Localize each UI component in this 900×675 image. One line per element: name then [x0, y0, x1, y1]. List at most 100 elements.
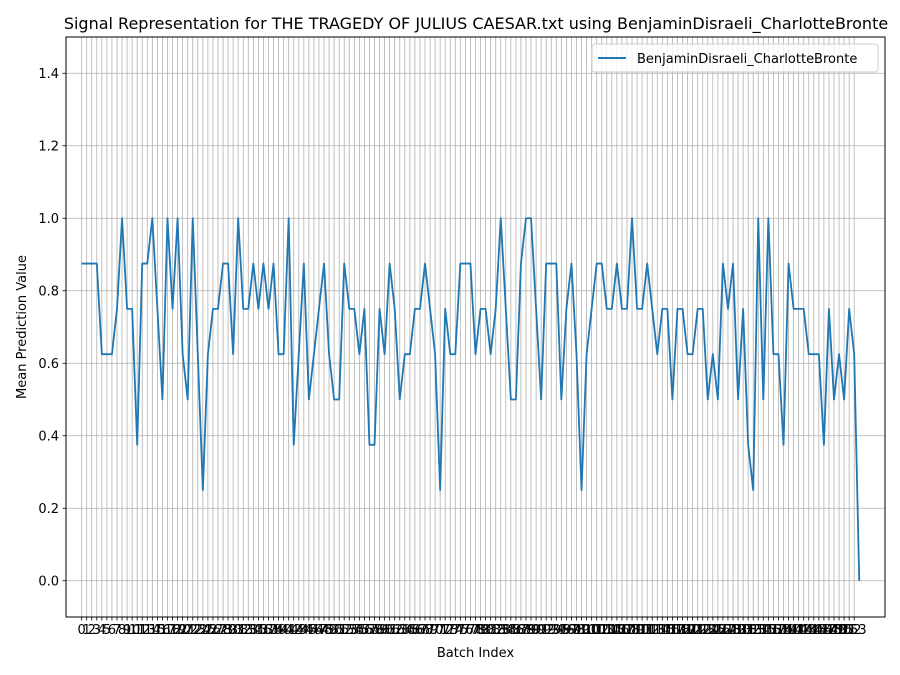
x-tick-label: 94: [548, 623, 565, 638]
x-tick-label: 85: [503, 623, 520, 638]
x-tick-label: 142: [786, 623, 811, 638]
x-tick-label: 131: [731, 623, 756, 638]
x-tick-label: 84: [498, 623, 515, 638]
x-tick-label: 18: [164, 623, 181, 638]
x-tick-label: 83: [492, 623, 509, 638]
x-tick-label: 70: [427, 623, 444, 638]
x-tick-label: 4: [98, 623, 106, 638]
x-tick-label: 138: [766, 623, 791, 638]
x-tick-label: 56: [356, 623, 373, 638]
x-tick-label: 105: [599, 623, 624, 638]
series-layer: [81, 217, 861, 581]
x-tick-label: 137: [761, 623, 786, 638]
x-tick-label: 76: [457, 623, 474, 638]
x-tick-label: 0: [78, 623, 86, 638]
y-tick-label: 0.8: [38, 284, 59, 299]
x-tick-label: 28: [215, 623, 232, 638]
x-tick-label: 136: [756, 623, 781, 638]
x-tick-label: 103: [589, 623, 614, 638]
x-tick-label: 115: [650, 623, 675, 638]
x-tick-label: 122: [685, 623, 710, 638]
x-tick-label: 57: [361, 623, 378, 638]
x-tick-label: 108: [615, 623, 640, 638]
x-tick-label: 47: [311, 623, 328, 638]
x-tick-label: 24: [195, 623, 212, 638]
y-gridlines: [66, 72, 885, 582]
x-tick-label: 89: [523, 623, 540, 638]
x-tick-label: 109: [620, 623, 645, 638]
x-tick-label: 78: [467, 623, 484, 638]
series-line: [81, 217, 861, 581]
x-tick-label: 37: [260, 623, 277, 638]
x-tick-label: 149: [822, 623, 847, 638]
x-tick-label: 82: [487, 623, 504, 638]
x-tick-label: 134: [746, 623, 771, 638]
x-tick-label: 35: [250, 623, 267, 638]
x-tick-label: 69: [422, 623, 439, 638]
x-tick-label: 51: [331, 623, 348, 638]
y-axis-ticks: 0.0 0.2 0.4 0.6 0.8 1.0 1.2 1.4: [38, 67, 66, 589]
x-tick-label: 22: [184, 623, 201, 638]
y-tick-label: 0.4: [38, 429, 59, 444]
x-tick-label: 33: [240, 623, 257, 638]
x-tick-label: 88: [518, 623, 535, 638]
x-tick-label: 125: [700, 623, 725, 638]
x-tick-label: 101: [579, 623, 604, 638]
x-tick-label: 12: [134, 623, 151, 638]
x-tick-label: 40: [275, 623, 292, 638]
x-tick-label: 132: [736, 623, 761, 638]
x-tick-label: 52: [336, 623, 353, 638]
x-tick-label: 75: [452, 623, 469, 638]
x-tick-label: 1: [83, 623, 91, 638]
x-tick-label: 90: [528, 623, 545, 638]
x-tick-label: 95: [553, 623, 570, 638]
y-tick-label: 0.6: [38, 357, 59, 372]
x-tick-label: 30: [225, 623, 242, 638]
x-tick-label: 116: [655, 623, 680, 638]
x-tick-label: 13: [139, 623, 156, 638]
x-tick-label: 79: [472, 623, 489, 638]
x-tick-label: 5: [103, 623, 111, 638]
x-tick-label: 129: [721, 623, 746, 638]
x-tick-label: 67: [412, 623, 429, 638]
x-tick-label: 141: [781, 623, 806, 638]
x-tick-label: 14: [144, 623, 161, 638]
x-tick-label: 11: [129, 623, 146, 638]
x-tick-label: 42: [285, 623, 302, 638]
x-tick-label: 62: [386, 623, 403, 638]
y-tick-label: 1.2: [38, 139, 59, 154]
x-tick-label: 7: [113, 623, 121, 638]
x-tick-label: 3: [93, 623, 101, 638]
x-tick-label: 38: [265, 623, 282, 638]
x-tick-label: 87: [513, 623, 530, 638]
y-axis-label: Mean Prediction Value: [15, 255, 30, 399]
x-tick-label: 152: [837, 623, 862, 638]
x-tick-label: 150: [827, 623, 852, 638]
x-tick-label: 27: [210, 623, 227, 638]
y-tick-label: 1.4: [38, 67, 59, 82]
x-tick-label: 80: [477, 623, 494, 638]
x-tick-label: 36: [255, 623, 272, 638]
legend-box: [591, 43, 879, 73]
x-tick-label: 25: [200, 623, 217, 638]
x-tick-label: 126: [705, 623, 730, 638]
x-tick-label: 124: [695, 623, 720, 638]
x-tick-label: 77: [462, 623, 479, 638]
x-tick-label: 97: [563, 623, 580, 638]
x-tick-label: 68: [417, 623, 434, 638]
y-tick-label: 0.2: [38, 502, 59, 517]
x-tick-label: 145: [801, 623, 826, 638]
x-tick-label: 29: [220, 623, 237, 638]
x-tick-label: 63: [391, 623, 408, 638]
x-tick-label: 135: [751, 623, 776, 638]
x-tick-label: 65: [402, 623, 419, 638]
x-tick-label: 10: [124, 623, 141, 638]
x-tick-label: 43: [291, 623, 308, 638]
x-tick-label: 15: [149, 623, 166, 638]
x-tick-label: 92: [538, 623, 555, 638]
x-tick-label: 98: [568, 623, 585, 638]
x-tick-label: 72: [437, 623, 454, 638]
x-tick-label: 6: [108, 623, 116, 638]
x-axis-ticks: 0123456789101112131415161718192021222324…: [78, 617, 867, 638]
